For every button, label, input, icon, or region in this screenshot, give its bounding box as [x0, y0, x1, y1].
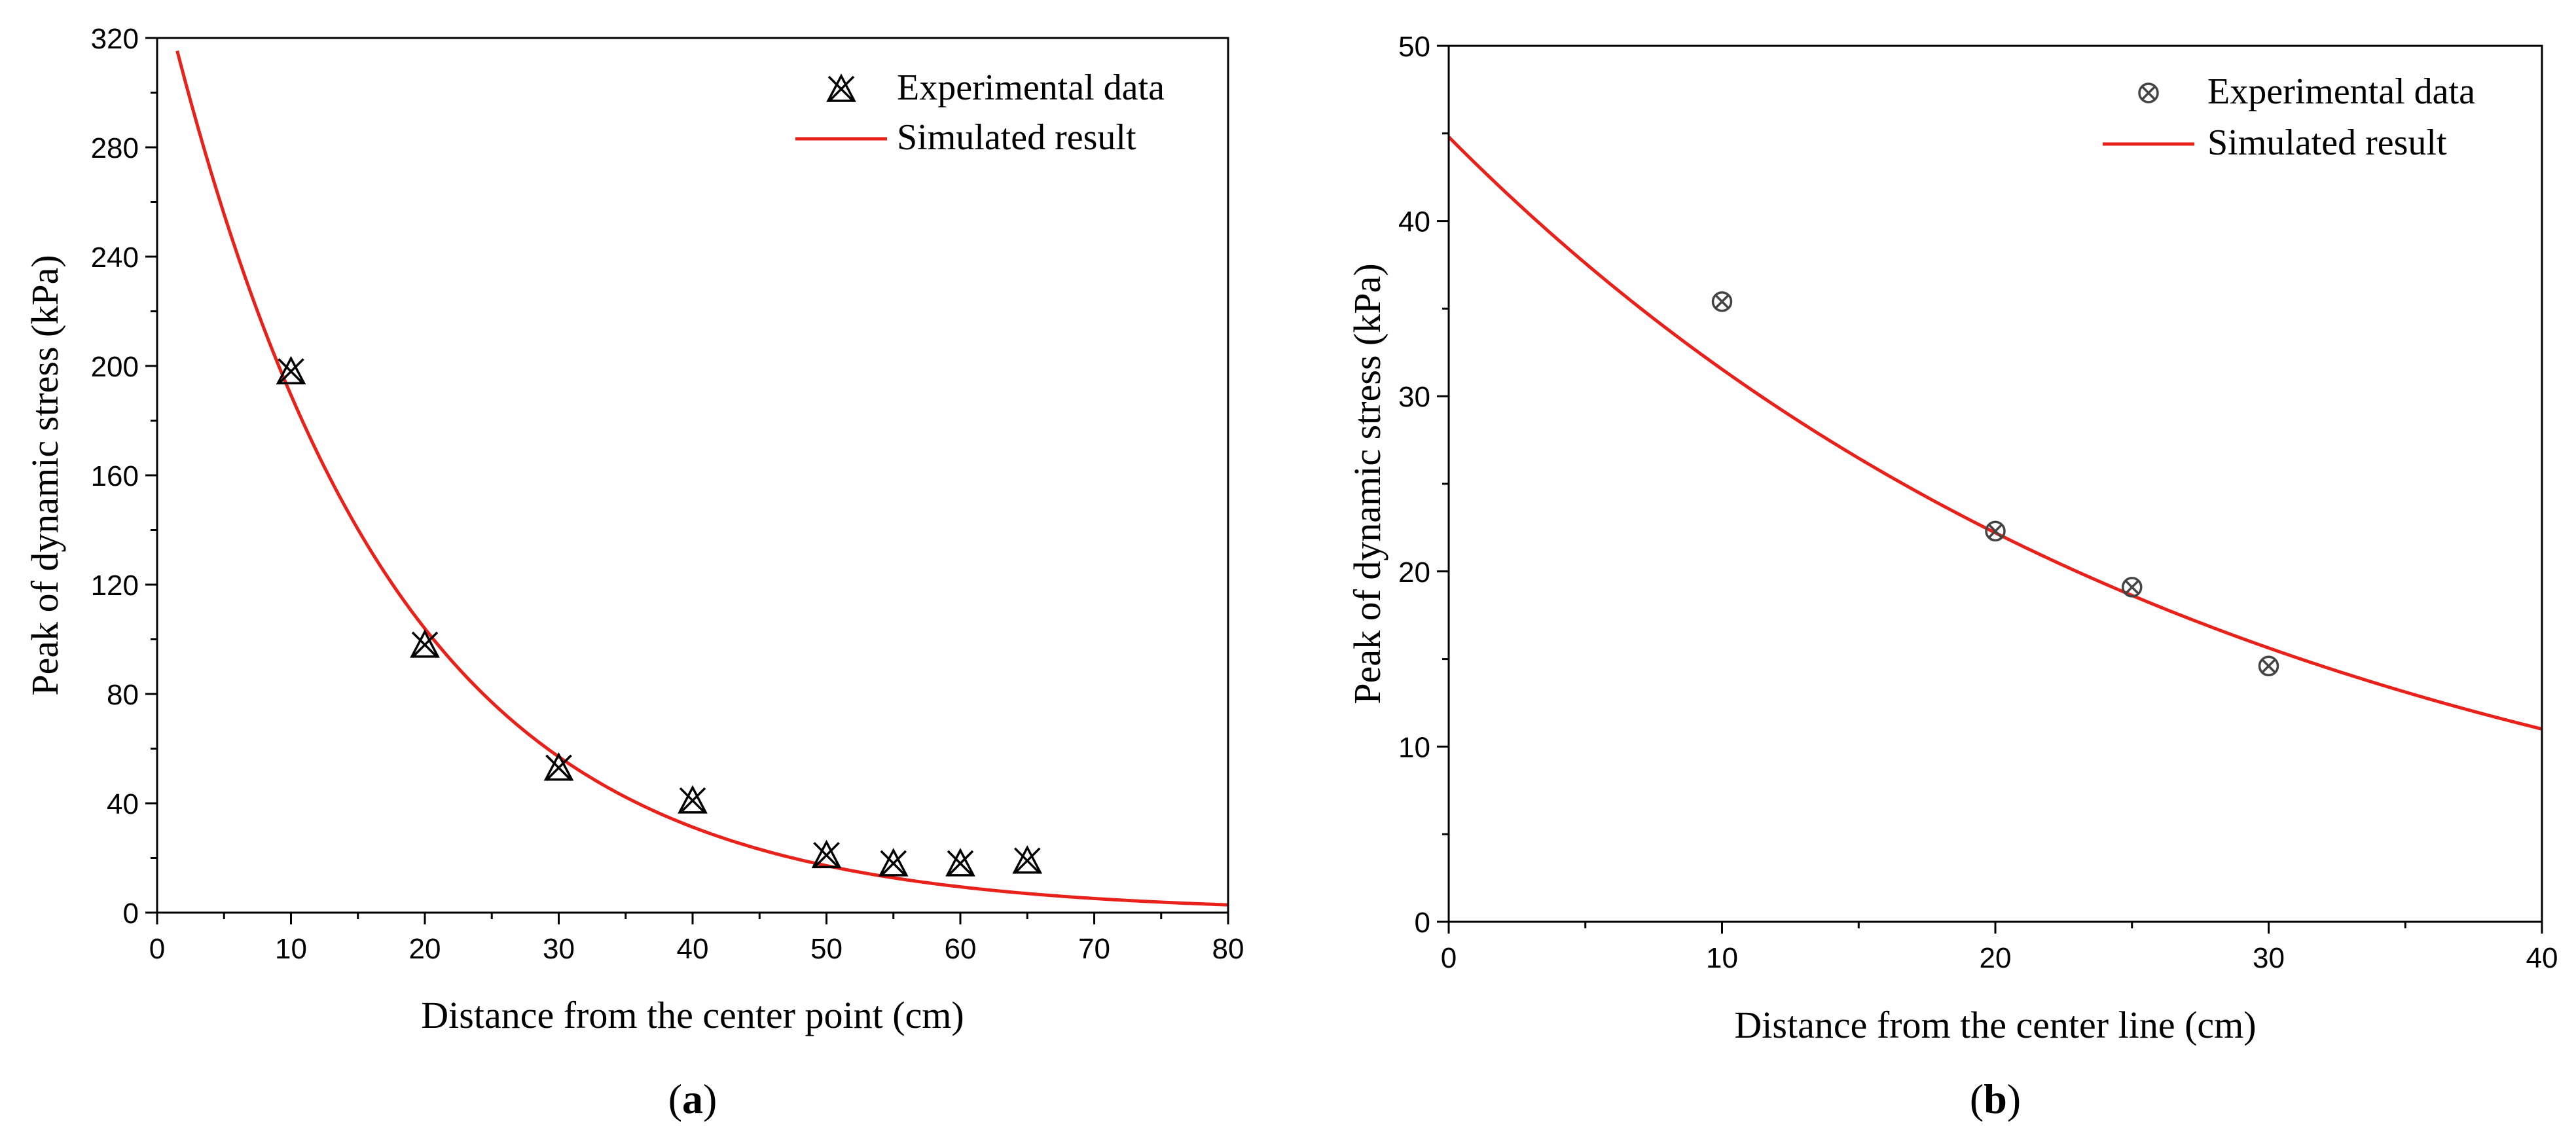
panel-a-legend-simulated-label: Simulated result	[897, 117, 1136, 158]
panel-a-point-2	[543, 752, 574, 781]
panel-b-legend-experimental-label: Experimental data	[2207, 71, 2475, 112]
panel-b-legend-marker	[2138, 82, 2159, 103]
panel-b-caption-letter: b	[1984, 1076, 2007, 1122]
panel-a-y-tick-label: 160	[91, 460, 139, 492]
panel-a-legend: Experimental data Simulated result	[795, 67, 1165, 158]
panel-b-x-axis-title: Distance from the center line (cm)	[1734, 1004, 2256, 1046]
panel-b-y-axis-title: Peak of dynamic stress (kPa)	[1346, 263, 1388, 704]
panel-a-point-3	[678, 785, 708, 814]
panel-a-y-axis-title: Peak of dynamic stress (kPa)	[24, 255, 66, 695]
panel-a-caption-open: (	[668, 1076, 682, 1122]
panel-b-point-2	[2122, 577, 2143, 598]
panel-b-point-3	[2258, 655, 2279, 677]
panel-b-axes-frame	[1447, 45, 2543, 923]
panel-a-y-tick-label: 120	[91, 570, 139, 602]
panel-a-caption: (a)	[668, 1076, 717, 1122]
panel-b-x-tick-label: 30	[2253, 942, 2285, 974]
panel-b-data-points	[1711, 291, 2279, 677]
panel-a-x-tick-label: 20	[409, 933, 441, 965]
panel-a-chart: 0 10 20 30 40 50 60 70 80 0 40 80 120 160 200 240 280 320…	[24, 23, 1244, 1122]
panel-b-point-legend	[2138, 82, 2159, 103]
panel-b-y-tick-label: 0	[1415, 907, 1430, 939]
panel-b-legend: Experimental data Simulated result	[2103, 71, 2475, 163]
panel-a-point-5	[878, 848, 909, 877]
panel-b-caption-open: (	[1970, 1076, 1984, 1122]
panel-b-x-tick-label: 10	[1706, 942, 1738, 974]
panel-a-caption-letter: a	[682, 1076, 703, 1122]
panel-a-y-tick-label: 40	[107, 788, 139, 820]
panel-b-caption: (b)	[1970, 1076, 2021, 1122]
panel-a-tick-labels: 0 10 20 30 40 50 60 70 80 0 40 80 120 160 200 240 280 320	[91, 23, 1244, 965]
panel-a-x-tick-label: 70	[1078, 933, 1110, 965]
panel-b-y-tick-label: 30	[1398, 381, 1430, 413]
panel-a-x-tick-label: 60	[945, 933, 977, 965]
panel-a-point-0	[276, 355, 306, 385]
panel-b-chart: 0 10 20 30 40 0 10 20 30 40 50 Distance from the c…	[1346, 31, 2558, 1122]
panel-a-x-axis-title: Distance from the center point (cm)	[421, 994, 964, 1036]
panel-a-point-legend	[826, 73, 856, 103]
panel-a-x-tick-label: 0	[149, 933, 165, 965]
panel-b-x-tick-label: 0	[1441, 942, 1457, 974]
panel-b-x-tick-label: 20	[1980, 942, 2012, 974]
panel-a-x-tick-label: 30	[543, 933, 575, 965]
panel-b-tick-labels: 0 10 20 30 40 0 10 20 30 40 50	[1398, 31, 2558, 974]
panel-a-x-tick-label: 80	[1212, 933, 1244, 965]
panel-a-x-tick-label: 40	[677, 933, 709, 965]
panel-b-simulated-curve	[1447, 136, 2543, 731]
panel-b-x-tick-label: 40	[2526, 942, 2558, 974]
panel-a-point-4	[811, 839, 842, 869]
panel-a-point-7	[1012, 845, 1043, 874]
panel-a-point-6	[945, 848, 975, 877]
panel-a-point-1	[410, 629, 440, 659]
panel-b-caption-close: )	[2007, 1076, 2021, 1122]
panel-b-y-tick-label: 20	[1398, 556, 1430, 589]
panel-a-ticks	[145, 37, 1229, 924]
panel-b-y-tick-label: 50	[1398, 31, 1430, 63]
panel-a-x-tick-label: 50	[810, 933, 843, 965]
panel-a-x-tick-label: 10	[275, 933, 307, 965]
panel-a-axes-frame	[156, 37, 1229, 914]
panel-a-y-tick-label: 80	[107, 679, 139, 711]
panel-a-y-tick-label: 200	[91, 351, 139, 383]
panel-a-legend-experimental-label: Experimental data	[897, 67, 1165, 108]
panel-a-y-tick-label: 240	[91, 242, 139, 274]
panel-a-y-tick-label: 0	[123, 898, 139, 930]
panel-a-caption-close: )	[703, 1076, 717, 1122]
panel-b-point-1	[1985, 520, 2006, 542]
panel-b-legend-simulated-label: Simulated result	[2207, 122, 2447, 163]
panel-b-y-tick-label: 10	[1398, 731, 1430, 763]
panel-b-point-0	[1711, 291, 1733, 312]
panel-a-y-tick-label: 280	[91, 132, 139, 164]
panel-a-y-tick-label: 320	[91, 23, 139, 55]
panel-a-simulated-curve	[175, 50, 1229, 907]
panel-b-ticks	[1437, 45, 2543, 934]
panel-a-legend-marker	[826, 73, 856, 103]
panel-a-data-points	[276, 355, 1043, 877]
panel-b-y-tick-label: 40	[1398, 206, 1430, 238]
